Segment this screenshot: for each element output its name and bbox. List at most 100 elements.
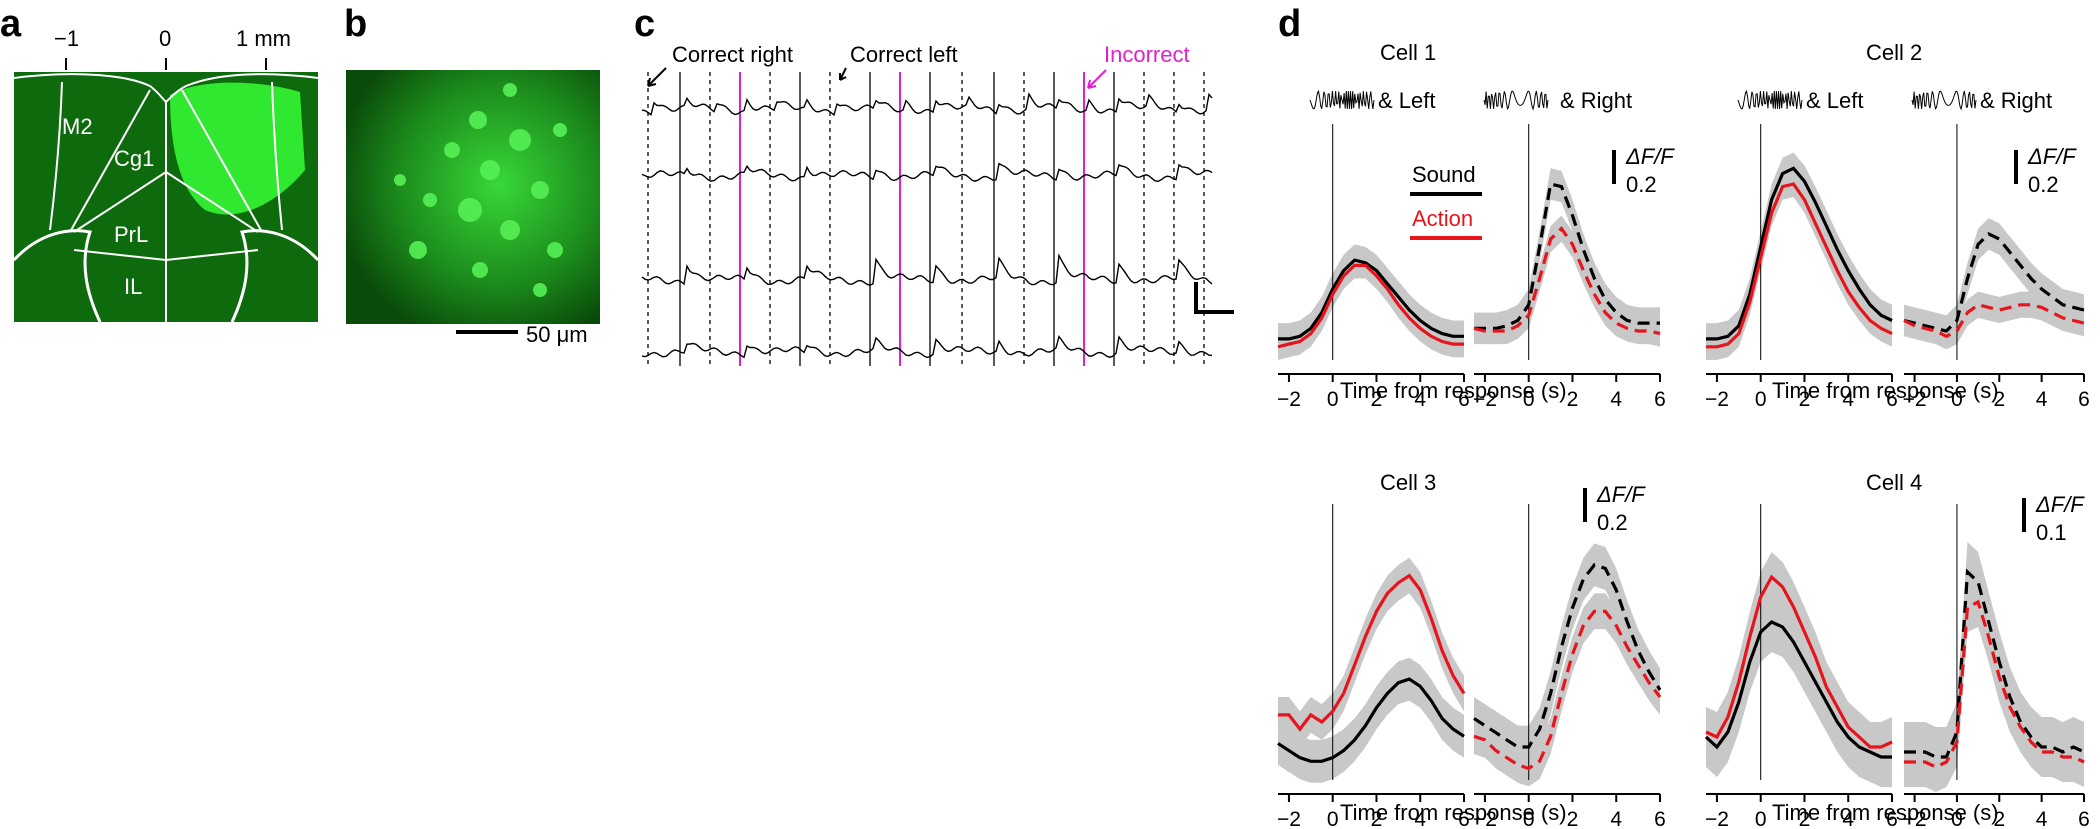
sweep-icon: [1309, 90, 1375, 110]
cell-1-plots: −2 0 2 4 6 −2 0 2 4 6ΔF/F0.2: [1277, 124, 1675, 411]
x-tick-label: 4: [1414, 388, 1426, 411]
cell-2-plots: −2 0 2 4 6 −2 0 2 4 6ΔF/F0.2: [1705, 124, 2090, 411]
subplot-right: −2 0 2 4 6: [1473, 504, 1666, 829]
cell2-right-label: & Right: [1980, 88, 2052, 113]
x-tick-label: 2: [1371, 388, 1383, 411]
subplot-left: −2 0 2 4 6: [1277, 504, 1470, 829]
cell1-scalebar-unit: ΔF/F: [1625, 144, 1675, 169]
cell4-scalebar-value: 0.1: [2036, 520, 2067, 545]
stimulus-sweep-icons: [1309, 90, 1977, 111]
cell2-left-label: & Left: [1806, 88, 1863, 113]
sweep-icon: [1911, 90, 1977, 111]
x-tick-label: 4: [2036, 808, 2048, 829]
x-tick-label: 0: [1523, 388, 1535, 411]
x-tick-label: 2: [1799, 388, 1811, 411]
region-label-prl: PrL: [114, 222, 148, 247]
sem-band: [1904, 577, 2084, 792]
x-tick-label: 4: [1610, 388, 1622, 411]
cell1-left-label: & Left: [1378, 88, 1435, 113]
series-action-left: [1278, 573, 1466, 732]
cell-4-plots: −2 0 2 4 6 −2 0 2 4 6ΔF/F0.1: [1704, 492, 2090, 829]
microscopy-image: [346, 70, 600, 324]
panel-a: a −1 0 1 mm M2 Cg1 PrL IL: [0, 3, 320, 323]
sem-band: [1706, 170, 1892, 360]
boundary-prl-il: [73, 249, 259, 262]
panel-label-b: b: [344, 3, 367, 45]
forceps-right: [230, 229, 320, 323]
cell3-scalebar-value: 0.2: [1597, 510, 1628, 535]
series-action-left: [1706, 182, 1893, 349]
x-tick-label: 2: [1993, 388, 2005, 411]
x-tick-label: 2: [1371, 808, 1383, 829]
cell3-scalebar-unit: ΔF/F: [1596, 482, 1646, 507]
x-tick-label: −2: [1903, 808, 1927, 829]
scale-label-1mm: 1 mm: [236, 26, 291, 51]
x-tick-label: −2: [1277, 388, 1301, 411]
sem-band: [1474, 593, 1660, 787]
x-tick-label: 4: [2036, 388, 2048, 411]
scalebar-c: [1194, 282, 1234, 314]
scale-label-neg1: −1: [54, 26, 79, 51]
scalebar-label-b: 50 μm: [526, 322, 588, 347]
series-sound-right: [1473, 563, 1662, 749]
x-tick-label: 2: [1993, 808, 2005, 829]
cell-3-plots: −2 0 2 4 6 −2 0 2 4 6ΔF/F0.2: [1277, 482, 1666, 829]
cell1-title: Cell 1: [1380, 40, 1436, 65]
series-sound-right: [1904, 568, 2085, 759]
x-tick-label: 6: [1886, 808, 1898, 829]
xlabel-cell3: Time from response (s): [1340, 800, 1567, 825]
series-action-left: [1277, 263, 1464, 349]
legend-sound-label: Sound: [1412, 162, 1476, 187]
cell4-title: Cell 4: [1866, 470, 1922, 495]
series-action-right: [1904, 599, 2085, 769]
series-action-right: [1473, 609, 1662, 771]
cell2-title: Cell 2: [1866, 40, 1922, 65]
trace-1: [641, 92, 1213, 117]
subplot-right: −2 0 2 4 6: [1903, 504, 2090, 829]
boundary-cg1-left: [69, 89, 151, 233]
sem-band: [1278, 657, 1464, 783]
calcium-traces: [641, 92, 1213, 359]
annotation-incorrect: Incorrect: [1104, 42, 1190, 67]
sem-band: [1474, 543, 1660, 769]
series-sound-left: [1706, 166, 1893, 341]
trial-lines: [647, 72, 1205, 366]
arrow-incorrect: [1087, 69, 1107, 89]
sweep-icon: [1483, 90, 1549, 111]
x-tick-label: 4: [1842, 388, 1854, 411]
forceps-left: [12, 229, 102, 323]
panel-c: c Correct right Correct left Incorrect: [634, 3, 1234, 366]
boundary-prl: [73, 170, 259, 233]
sweep-icon: [1737, 90, 1803, 110]
annotation-correct-right: Correct right: [672, 42, 793, 67]
x-tick-label: 4: [1610, 808, 1622, 829]
panel-label-d: d: [1278, 3, 1301, 45]
panel-d: d Cell 1 Cell 2 Cell 3 Cell 4 & Left & R…: [1277, 3, 2090, 829]
subplot-left: −2 0 2 4 6: [1704, 504, 1898, 829]
scale-label-0: 0: [159, 26, 171, 51]
x-tick-label: 6: [2078, 388, 2090, 411]
cell2-scalebar-value: 0.2: [2028, 172, 2059, 197]
cell-plots: −2 0 2 4 6 −2 0 2 4 6ΔF/F0.2−2 0 2 4 6 −2 0 2 4 6ΔF/F0.2−2…: [1277, 124, 2090, 829]
x-tick-label: 6: [1654, 388, 1666, 411]
x-tick-label: 0: [1755, 388, 1767, 411]
trace-3: [641, 253, 1213, 286]
legend-action-label: Action: [1412, 206, 1473, 231]
x-tick-label: 4: [1414, 808, 1426, 829]
neuron-somata: [394, 83, 567, 297]
x-tick-label: 6: [1458, 808, 1470, 829]
x-tick-label: 0: [1951, 388, 1963, 411]
series-sound-right: [1474, 182, 1660, 330]
cell1-right-label: & Right: [1560, 88, 1632, 113]
boundary-cg1-right: [181, 89, 263, 233]
series-action-left: [1705, 574, 1893, 749]
trace-2: [641, 162, 1213, 183]
x-tick-label: 6: [1654, 808, 1666, 829]
sem-band: [1474, 168, 1660, 345]
series-sound-left: [1277, 677, 1465, 763]
region-label-il: IL: [124, 274, 142, 299]
sem-band: [1904, 218, 2084, 347]
sem-band: [1706, 552, 1892, 772]
trace-4: [641, 335, 1213, 359]
virus-expression-region: [170, 82, 305, 215]
